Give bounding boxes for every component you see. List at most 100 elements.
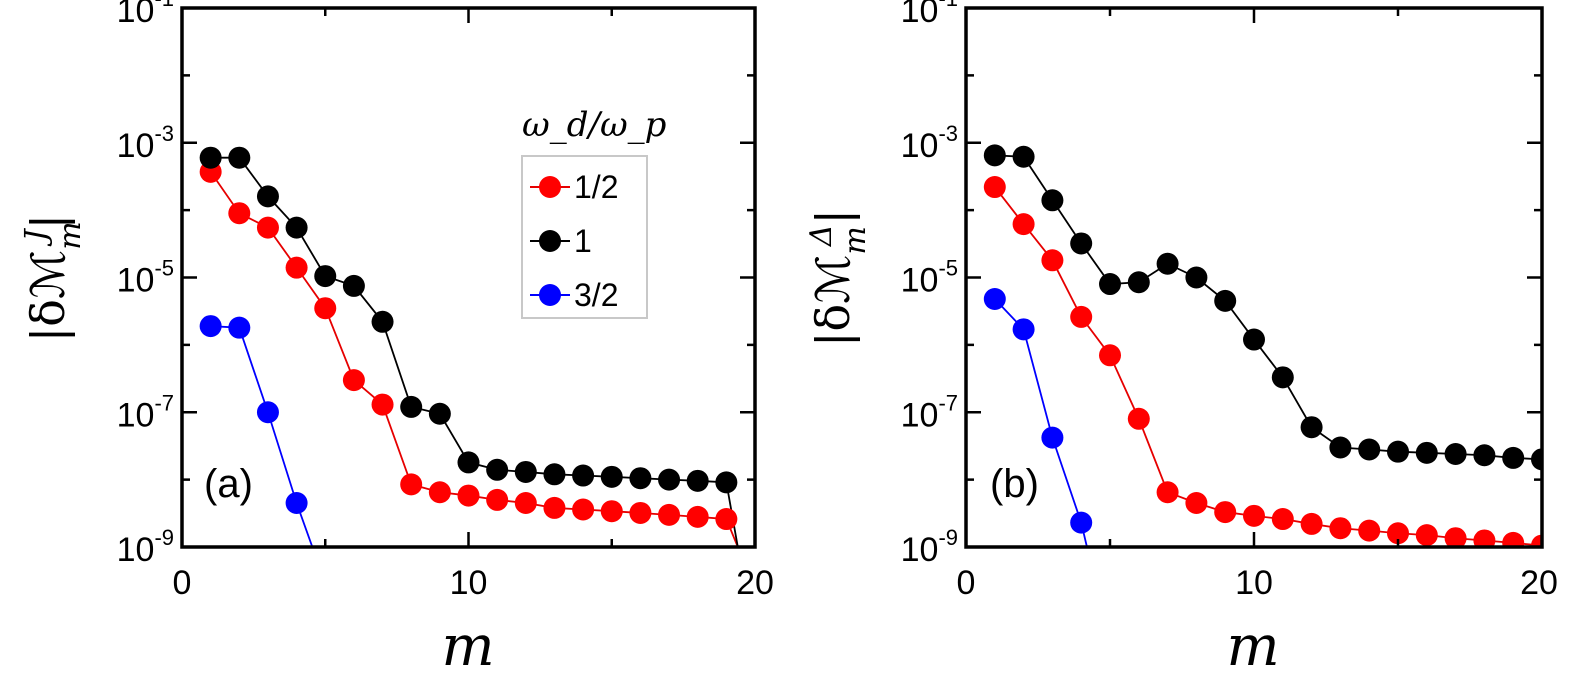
- y-axis-label: |δℳmΔ|: [804, 209, 873, 347]
- data-point-1-2: [1214, 501, 1237, 524]
- data-point-1-2: [1300, 512, 1323, 535]
- data-point-3-2: [1041, 426, 1064, 449]
- data-point-1-2: [486, 488, 509, 511]
- y-tick-label: 10-5: [901, 256, 958, 300]
- data-point-1-2: [1531, 534, 1542, 547]
- svg-text:|δℳmJ|: |δℳmJ|: [19, 214, 88, 342]
- data-point-1-2: [1099, 344, 1121, 367]
- data-point-1: [1185, 266, 1208, 289]
- y-axis-label-sup: Δ: [804, 224, 839, 247]
- data-point-1: [600, 465, 623, 488]
- data-point-1: [1473, 444, 1496, 467]
- y-tick-label: 10-9: [117, 525, 174, 569]
- data-point-1-2: [1473, 529, 1496, 547]
- data-point-1-2: [1156, 481, 1179, 504]
- data-point-1: [228, 146, 251, 169]
- legend-marker-1-2: [539, 176, 561, 198]
- x-tick-label: 0: [173, 564, 192, 602]
- data-point-1-2: [686, 505, 709, 528]
- data-point-1-2: [1329, 517, 1352, 540]
- data-point-1: [1041, 189, 1064, 212]
- panel-label-b: (b): [990, 462, 1039, 506]
- data-point-1-2: [1127, 407, 1150, 430]
- panel-b: 10-1 10-3 10-5 10-7 10-9 0 10 20 m |δℳmΔ| (b…: [804, 0, 1558, 675]
- legend-entry-1-2: 1/2: [574, 169, 618, 205]
- x-tick-label: 10: [1235, 564, 1273, 602]
- data-point-1-2: [1387, 522, 1409, 545]
- x-tick-label: 20: [1520, 564, 1558, 602]
- data-point-1-2: [428, 481, 451, 504]
- data-point-3-2: [228, 316, 251, 339]
- data-point-1-2: [1012, 213, 1035, 236]
- data-point-1: [658, 468, 681, 491]
- data-point-1-2: [1502, 531, 1525, 547]
- panel-a: 10-1 10-3 10-5 10-7 10-9 0 10 20 m |δℳmJ| (a…: [19, 0, 774, 675]
- data-point-1-2: [400, 473, 423, 496]
- y-axis-label-sup: J: [19, 227, 54, 247]
- data-point-1-2: [1185, 491, 1208, 514]
- data-point-1-2: [1243, 504, 1265, 527]
- data-point-3-2: [285, 491, 308, 514]
- data-point-1: [1214, 289, 1237, 312]
- legend: ω_d/ω_p 1/2 1 3/2: [521, 105, 666, 319]
- data-point-1-2: [371, 393, 394, 416]
- x-axis-label: m: [1226, 614, 1279, 675]
- data-point-1: [1502, 446, 1525, 469]
- legend-marker-3-2: [539, 284, 561, 306]
- y-axis-label: |δℳmJ|: [19, 214, 88, 342]
- series-line-3-2: [994, 298, 1088, 547]
- data-point-1: [1387, 440, 1409, 463]
- plot-frame-b: [964, 6, 1544, 549]
- data-point-1: [572, 464, 595, 487]
- data-point-1: [1012, 145, 1035, 168]
- data-point-1: [199, 146, 222, 169]
- panel-label-a: (a): [204, 462, 253, 506]
- data-point-3-2: [199, 315, 222, 338]
- data-point-1-2: [457, 484, 480, 507]
- data-point-1-2: [228, 202, 251, 225]
- data-point-1-2: [1070, 305, 1093, 328]
- data-point-1-2: [983, 176, 1006, 199]
- series-layer-a: [199, 146, 739, 547]
- data-point-1: [1127, 271, 1150, 294]
- data-point-1: [514, 460, 537, 483]
- data-point-1: [1415, 441, 1438, 464]
- data-point-1: [1531, 448, 1542, 471]
- data-point-1-2: [715, 508, 738, 531]
- plot-frame-a: [180, 6, 757, 549]
- data-point-1: [314, 265, 337, 288]
- legend-marker-1: [539, 230, 561, 252]
- y-tick-label: 10-7: [901, 390, 958, 434]
- data-point-3-2: [1012, 318, 1035, 341]
- data-point-1: [1156, 252, 1179, 275]
- y-tick-label: 10-1: [117, 0, 174, 30]
- data-point-1: [1099, 273, 1121, 296]
- data-point-1: [629, 467, 652, 490]
- data-point-1: [486, 458, 509, 481]
- data-point-1: [400, 395, 423, 418]
- data-point-1: [371, 310, 394, 333]
- y-tick-labels-b: 10-1 10-3 10-5 10-7 10-9: [901, 0, 958, 569]
- data-point-1: [983, 144, 1006, 167]
- data-point-1-2: [1041, 249, 1064, 272]
- data-point-1: [686, 469, 709, 492]
- data-point-1: [256, 185, 279, 208]
- data-point-1: [543, 463, 566, 486]
- legend-entry-3-2: 3/2: [574, 277, 618, 313]
- y-tick-label: 10-3: [117, 121, 174, 165]
- data-point-1-2: [600, 500, 623, 523]
- data-point-1-2: [658, 503, 681, 526]
- data-point-1-2: [285, 256, 308, 279]
- y-axis-label-sub: m: [53, 221, 88, 249]
- x-axis-label: m: [441, 614, 494, 675]
- x-tick-label: 10: [450, 564, 488, 602]
- data-point-1-2: [572, 498, 595, 521]
- data-point-1-2: [256, 216, 279, 239]
- data-point-1-2: [314, 297, 337, 320]
- y-axis-label-sub: m: [838, 226, 873, 254]
- ticks-b: [964, 6, 1544, 549]
- svg-text:|δℳmΔ|: |δℳmΔ|: [804, 209, 873, 347]
- data-point-1: [1358, 438, 1381, 461]
- y-axis-label-main: |δℳ: [806, 255, 860, 347]
